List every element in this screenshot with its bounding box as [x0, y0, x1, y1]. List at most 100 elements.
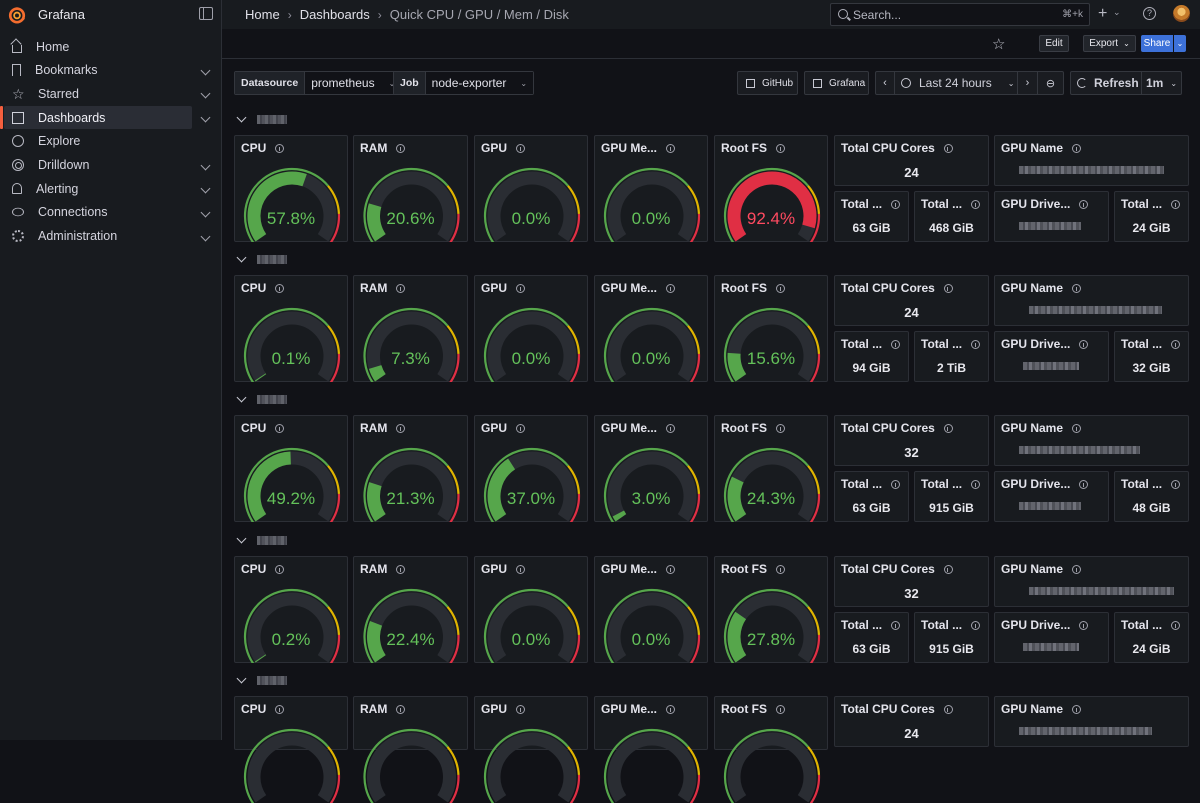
gauge-panel-ram[interactable]: RAM 21.3%	[353, 415, 468, 522]
sidebar-item-drilldown[interactable]: Drilldown	[4, 154, 211, 177]
info-icon[interactable]	[776, 565, 785, 574]
stat-panel-total-memory[interactable]: Total ... 63 GiB	[834, 612, 909, 663]
search-input[interactable]: Search... ⌘+k	[830, 3, 1090, 26]
info-icon[interactable]	[666, 705, 676, 714]
stat-panel-total-disk[interactable]: Total ... 915 GiB	[914, 471, 989, 522]
info-icon[interactable]	[275, 565, 285, 574]
chevron-down-icon[interactable]	[236, 392, 247, 403]
info-icon[interactable]	[943, 284, 953, 293]
info-icon[interactable]	[666, 284, 676, 293]
github-link[interactable]: GitHub	[737, 71, 798, 95]
stat-panel-gpu-name[interactable]: GPU Name	[994, 556, 1189, 607]
sidebar-item-alerting[interactable]: Alerting	[4, 177, 211, 200]
gauge-panel-gpu_mem[interactable]: GPU Me... 0.0%	[594, 275, 708, 382]
breadcrumb-home[interactable]: Home	[245, 7, 280, 22]
info-icon[interactable]	[275, 284, 285, 293]
stat-panel-total-memory[interactable]: Total ... 63 GiB	[834, 191, 909, 242]
gauge-panel-rootfs[interactable]: Root FS	[714, 696, 828, 803]
info-icon[interactable]	[776, 144, 785, 153]
user-avatar[interactable]	[1173, 5, 1190, 22]
gauge-panel-ram[interactable]: RAM 20.6%	[353, 135, 468, 242]
info-icon[interactable]	[275, 424, 285, 433]
row-header[interactable]	[236, 251, 287, 267]
info-icon[interactable]	[943, 565, 953, 574]
variable-datasource[interactable]: Datasource prometheus ⌄	[234, 71, 403, 95]
info-icon[interactable]	[971, 621, 981, 630]
gauge-panel-rootfs[interactable]: Root FS 24.3%	[714, 415, 828, 522]
gauge-panel-gpu[interactable]: GPU 0.0%	[474, 135, 588, 242]
info-icon[interactable]	[666, 144, 676, 153]
info-icon[interactable]	[776, 705, 785, 714]
gauge-panel-gpu_mem[interactable]: GPU Me... 3.0%	[594, 415, 708, 522]
stat-panel-cpu-cores[interactable]: Total CPU Cores 32	[834, 415, 989, 466]
gauge-panel-cpu[interactable]: CPU 0.2%	[234, 556, 348, 663]
gauge-panel-rootfs[interactable]: Root FS 92.4%	[714, 135, 828, 242]
info-icon[interactable]	[776, 284, 785, 293]
info-icon[interactable]	[1171, 480, 1181, 489]
new-plus-icon[interactable]: +	[1098, 5, 1108, 22]
stat-panel-gpu-driver[interactable]: GPU Drive...	[994, 331, 1109, 382]
info-icon[interactable]	[396, 284, 406, 293]
stat-panel-cpu-cores[interactable]: Total CPU Cores 24	[834, 275, 989, 326]
info-icon[interactable]	[1072, 705, 1082, 714]
row-header[interactable]	[236, 672, 287, 688]
stat-panel-total-disk[interactable]: Total ... 2 TiB	[914, 331, 989, 382]
gauge-panel-rootfs[interactable]: Root FS 27.8%	[714, 556, 828, 663]
info-icon[interactable]	[943, 705, 953, 714]
time-back-button[interactable]: ‹	[875, 71, 895, 95]
gauge-panel-cpu[interactable]: CPU 0.1%	[234, 275, 348, 382]
sidebar-item-administration[interactable]: Administration	[4, 225, 211, 248]
chevron-down-icon[interactable]: ⌄	[1113, 7, 1121, 17]
info-icon[interactable]	[1079, 480, 1089, 489]
stat-panel-total-gpu-memory[interactable]: Total ... 48 GiB	[1114, 471, 1189, 522]
gauge-panel-cpu[interactable]: CPU 49.2%	[234, 415, 348, 522]
stat-panel-total-memory[interactable]: Total ... 63 GiB	[834, 471, 909, 522]
stat-panel-gpu-driver[interactable]: GPU Drive...	[994, 471, 1109, 522]
job-select[interactable]: node-exporter ⌄	[425, 72, 534, 94]
row-header[interactable]	[236, 532, 287, 548]
chevron-down-icon[interactable]	[200, 112, 211, 123]
info-icon[interactable]	[275, 705, 285, 714]
info-icon[interactable]	[943, 424, 953, 433]
sidebar-item-bookmarks[interactable]: Bookmarks	[4, 59, 211, 82]
info-icon[interactable]	[776, 424, 785, 433]
share-menu-chevron-icon[interactable]: ⌄	[1174, 35, 1186, 52]
gauge-panel-gpu[interactable]: GPU 0.0%	[474, 556, 588, 663]
stat-panel-total-gpu-memory[interactable]: Total ... 24 GiB	[1114, 612, 1189, 663]
gauge-panel-gpu[interactable]: GPU 37.0%	[474, 415, 588, 522]
chevron-down-icon[interactable]	[200, 207, 211, 218]
gauge-panel-cpu[interactable]: CPU 57.8%	[234, 135, 348, 242]
stat-panel-total-disk[interactable]: Total ... 915 GiB	[914, 612, 989, 663]
chevron-down-icon[interactable]	[236, 533, 247, 544]
info-icon[interactable]	[1079, 200, 1089, 209]
help-icon[interactable]: ?	[1143, 7, 1156, 20]
info-icon[interactable]	[516, 424, 526, 433]
stat-panel-total-disk[interactable]: Total ... 468 GiB	[914, 191, 989, 242]
sidebar-item-explore[interactable]: Explore	[4, 130, 192, 153]
info-icon[interactable]	[396, 424, 406, 433]
gauge-panel-ram[interactable]: RAM	[353, 696, 468, 803]
sidebar-item-home[interactable]: Home	[4, 35, 192, 58]
stat-panel-cpu-cores[interactable]: Total CPU Cores 32	[834, 556, 989, 607]
stat-panel-gpu-name[interactable]: GPU Name	[994, 135, 1189, 186]
stat-panel-gpu-driver[interactable]: GPU Drive...	[994, 612, 1109, 663]
info-icon[interactable]	[1079, 340, 1089, 349]
info-icon[interactable]	[943, 144, 953, 153]
gauge-panel-ram[interactable]: RAM 7.3%	[353, 275, 468, 382]
breadcrumb-dashboards[interactable]: Dashboards	[299, 7, 370, 22]
refresh-interval-select[interactable]: 1m ⌄	[1141, 71, 1182, 95]
export-button[interactable]: Export ⌄	[1083, 35, 1136, 52]
info-icon[interactable]	[396, 565, 406, 574]
zoom-out-icon[interactable]: ⊖	[1037, 71, 1064, 95]
sidebar-item-starred[interactable]: ☆ Starred	[4, 82, 211, 105]
stat-panel-gpu-driver[interactable]: GPU Drive...	[994, 191, 1109, 242]
info-icon[interactable]	[891, 621, 901, 630]
chevron-down-icon[interactable]	[236, 252, 247, 263]
info-icon[interactable]	[1171, 340, 1181, 349]
info-icon[interactable]	[516, 705, 526, 714]
info-icon[interactable]	[1072, 565, 1082, 574]
info-icon[interactable]	[1072, 144, 1082, 153]
stat-panel-total-gpu-memory[interactable]: Total ... 24 GiB	[1114, 191, 1189, 242]
info-icon[interactable]	[891, 200, 901, 209]
info-icon[interactable]	[1171, 200, 1181, 209]
